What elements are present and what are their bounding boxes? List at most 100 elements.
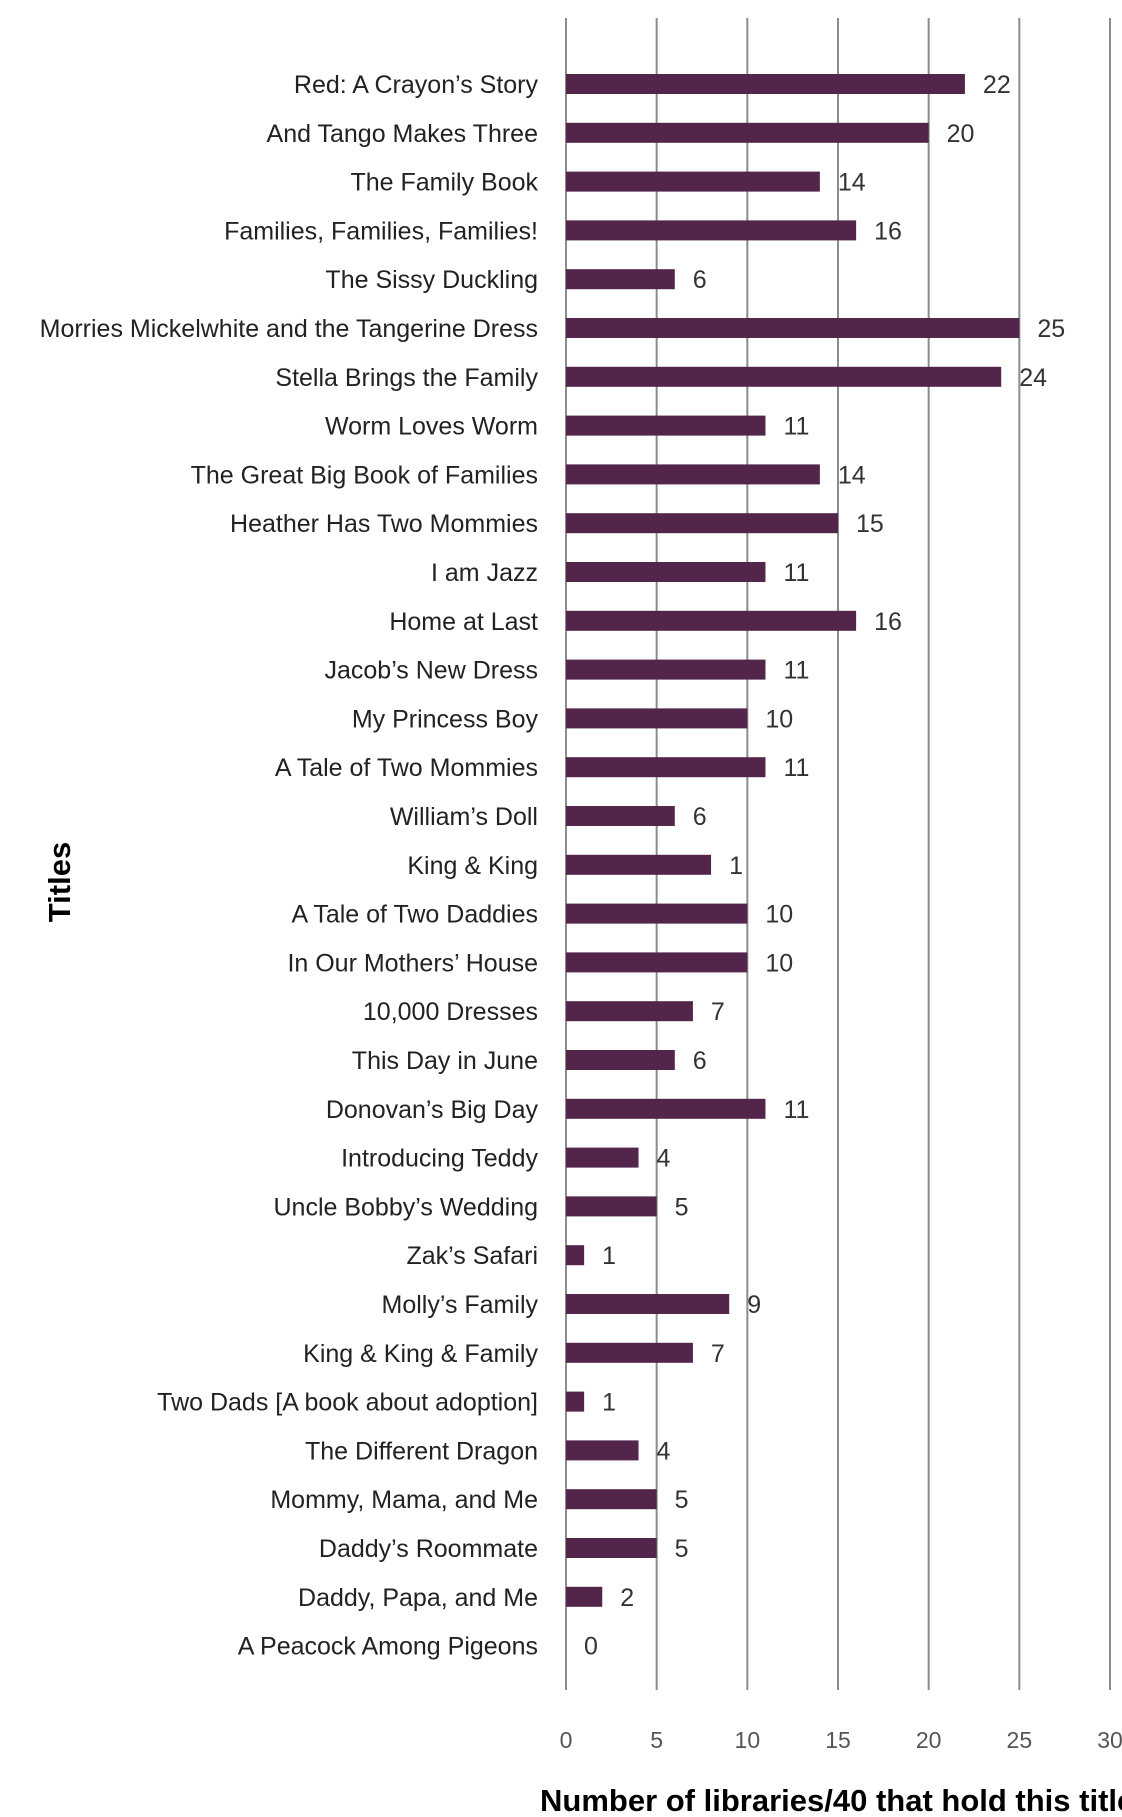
data-label: 7 [711,998,725,1026]
bar [566,1538,657,1558]
x-tick-label: 20 [916,1727,942,1753]
bar [566,952,748,973]
category-label: A Tale of Two Mommies [275,754,538,782]
bar [566,1050,675,1070]
data-label: 14 [838,169,866,197]
data-label: 5 [675,1486,689,1514]
x-tick-label: 0 [560,1727,573,1753]
y-axis-title: Titles [42,842,77,922]
data-label: 4 [657,1437,671,1465]
bar [566,122,929,143]
data-label: 6 [693,803,707,831]
data-label: 10 [765,901,793,929]
category-label: King & King & Family [303,1340,538,1368]
data-label: 25 [1037,315,1065,343]
bar [566,318,1020,338]
category-label: William’s Doll [390,803,538,831]
data-label: 16 [874,217,902,245]
category-label: Daddy’s Roommate [319,1535,538,1563]
bar [566,610,857,631]
data-label: 14 [838,461,866,489]
category-label: And Tango Makes Three [267,120,538,148]
bar [566,1001,693,1022]
data-label: 16 [874,608,902,636]
bar [566,562,766,582]
category-labels: Red: A Crayon’s Story And Tango Makes Thr… [40,71,539,1661]
bar [566,854,712,875]
data-label: 1 [729,852,743,880]
bar [566,171,820,192]
category-label: The Sissy Duckling [325,266,538,294]
bar [566,1489,657,1510]
bar [566,1440,639,1461]
data-label: 6 [693,266,707,294]
data-label: 1 [602,1389,616,1417]
bar [566,806,675,826]
data-label: 20 [947,120,975,148]
bar [566,1391,585,1412]
bar [566,1147,639,1168]
data-label: 10 [765,949,793,977]
data-label: 24 [1019,364,1047,392]
category-label: Daddy, Papa, and Me [298,1584,538,1612]
x-tick-label: 15 [825,1727,851,1753]
category-label: Morries Mickelwhite and the Tangerine Dr… [40,315,538,343]
category-label: Uncle Bobby’s Wedding [273,1193,538,1221]
data-label: 7 [711,1340,725,1368]
bar [566,366,1002,387]
x-tick-label: 10 [735,1727,761,1753]
bar [566,1342,693,1363]
category-label: A Tale of Two Daddies [292,901,538,929]
category-label: Heather Has Two Mommies [230,510,538,538]
data-label: 2 [620,1584,634,1612]
category-label: 10,000 Dresses [363,998,538,1026]
category-label: Worm Loves Worm [325,413,538,441]
bar [566,220,857,241]
x-tick-label: 5 [650,1727,663,1753]
data-label: 22 [983,71,1011,99]
bar [566,1245,585,1266]
category-label: The Great Big Book of Families [191,461,538,489]
category-label: Donovan’s Big Day [326,1096,539,1124]
bar [566,1294,730,1314]
bar [566,903,748,924]
bar [566,513,838,534]
gridlines [565,18,1111,1690]
data-label: 10 [765,705,793,733]
x-axis-title: Number of libraries/40 that hold this ti… [540,1783,1122,1817]
data-label: 11 [783,413,809,441]
data-label: 11 [783,1096,809,1124]
category-label: I am Jazz [431,559,538,587]
bar [566,659,766,680]
category-label: This Day in June [352,1047,538,1075]
data-label: 5 [675,1193,689,1221]
data-label: 11 [783,657,809,685]
bar [566,464,820,485]
category-label: Stella Brings the Family [275,364,538,392]
category-label: A Peacock Among Pigeons [238,1633,538,1661]
bar [566,415,766,436]
category-label: Zak’s Safari [406,1242,538,1270]
bar [566,1098,766,1119]
category-label: My Princess Boy [352,705,539,733]
bars [566,74,1020,1607]
data-label: 11 [783,559,809,587]
category-label: The Family Book [350,169,538,197]
value-labels: 2220141662524111415111611101161101076114… [584,71,1065,1661]
category-label: Red: A Crayon’s Story [294,71,539,99]
bar [566,708,748,729]
bar [566,757,766,778]
category-label: Home at Last [389,608,538,636]
category-label: In Our Mothers’ House [287,949,538,977]
data-label: 4 [657,1145,671,1173]
category-label: King & King [407,852,538,880]
data-label: 1 [602,1242,616,1270]
data-label: 9 [747,1291,761,1319]
category-label: The Different Dragon [305,1437,538,1465]
bar [566,1586,603,1607]
category-label: Introducing Teddy [341,1145,538,1173]
category-label: Mommy, Mama, and Me [270,1486,538,1514]
x-tick-labels: 0 5 10 15 20 25 30 [560,1727,1122,1753]
data-label: 11 [783,754,809,782]
data-label: 6 [693,1047,707,1075]
